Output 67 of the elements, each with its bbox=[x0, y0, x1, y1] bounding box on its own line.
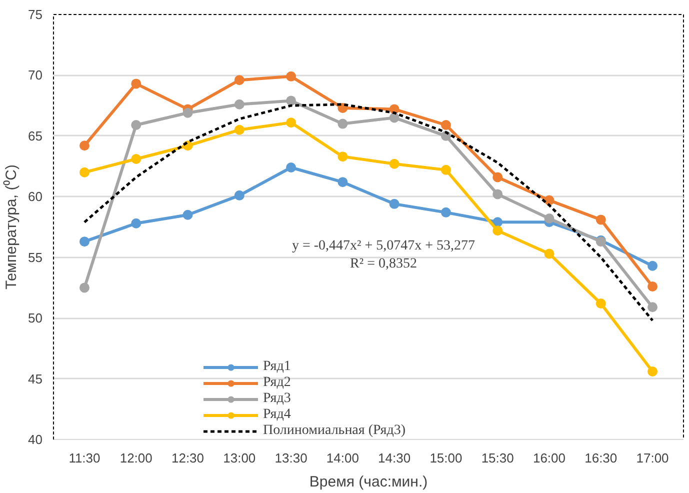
point bbox=[286, 118, 296, 128]
x-tick-label: 14:00 bbox=[326, 450, 359, 466]
y-tick-label: 65 bbox=[28, 128, 43, 144]
point bbox=[648, 302, 658, 312]
point bbox=[131, 218, 142, 228]
y-tick-label: 60 bbox=[28, 189, 43, 204]
x-axis-title: Время (час:мин.) bbox=[309, 474, 428, 490]
point bbox=[234, 75, 244, 86]
point bbox=[338, 152, 348, 162]
x-tick-label: 11:30 bbox=[68, 450, 100, 466]
x-tick-label: 12:30 bbox=[171, 450, 204, 466]
point bbox=[79, 236, 90, 247]
point bbox=[596, 214, 606, 225]
annotation: y = -0,447x² + 5,0747x + 53,277 bbox=[292, 238, 476, 254]
point bbox=[182, 210, 193, 220]
point bbox=[286, 162, 296, 172]
y-tick-label: 55 bbox=[28, 250, 43, 265]
point bbox=[131, 154, 142, 164]
x-tick-label: 16:00 bbox=[532, 450, 566, 466]
point bbox=[234, 124, 244, 135]
x-tick-label: 16:30 bbox=[584, 450, 618, 466]
point bbox=[234, 190, 244, 200]
point bbox=[182, 108, 193, 118]
legend-label: Ряд4 bbox=[263, 407, 291, 423]
x-tick-label: 13:30 bbox=[274, 450, 308, 466]
point bbox=[131, 120, 142, 130]
point bbox=[286, 71, 296, 82]
point bbox=[440, 207, 451, 218]
point bbox=[648, 366, 658, 376]
point bbox=[79, 282, 90, 293]
point bbox=[544, 248, 554, 259]
y-axis-title: Температура, (⁰C) bbox=[3, 164, 20, 290]
y-tick-label: 70 bbox=[28, 68, 43, 83]
point bbox=[648, 282, 658, 292]
x-tick-label: 15:00 bbox=[430, 450, 462, 466]
x-tick-label: 15:30 bbox=[481, 450, 514, 466]
legend-label: Ряд3 bbox=[263, 391, 291, 407]
point bbox=[389, 112, 400, 123]
point bbox=[338, 177, 348, 188]
annotation: R² = 0,8352 bbox=[350, 256, 417, 272]
x-tick-label: 13:00 bbox=[223, 450, 256, 466]
point bbox=[286, 96, 296, 106]
point bbox=[440, 120, 451, 130]
y-tick-label: 75 bbox=[28, 7, 43, 22]
point bbox=[131, 78, 142, 89]
point bbox=[389, 158, 400, 169]
point bbox=[492, 226, 503, 236]
x-tick-label: 12:00 bbox=[120, 450, 152, 466]
x-tick-label: 17:00 bbox=[636, 450, 669, 466]
point bbox=[79, 167, 90, 178]
point bbox=[440, 164, 451, 175]
point bbox=[79, 140, 90, 151]
y-tick-label: 40 bbox=[28, 432, 43, 447]
point bbox=[544, 214, 554, 224]
y-tick-label: 45 bbox=[28, 371, 43, 386]
point bbox=[338, 118, 348, 129]
legend-label: Ряд2 bbox=[263, 375, 291, 391]
y-tick-label: 50 bbox=[28, 310, 43, 326]
point bbox=[492, 189, 503, 200]
point bbox=[389, 198, 400, 209]
point bbox=[596, 298, 606, 308]
legend-label: Полиномиальная (Ряд3) bbox=[263, 423, 406, 439]
x-tick-label: 14:30 bbox=[378, 450, 411, 466]
point bbox=[648, 260, 658, 271]
point bbox=[234, 99, 244, 110]
legend-label: Ряд1 bbox=[263, 359, 291, 375]
point bbox=[492, 172, 503, 182]
